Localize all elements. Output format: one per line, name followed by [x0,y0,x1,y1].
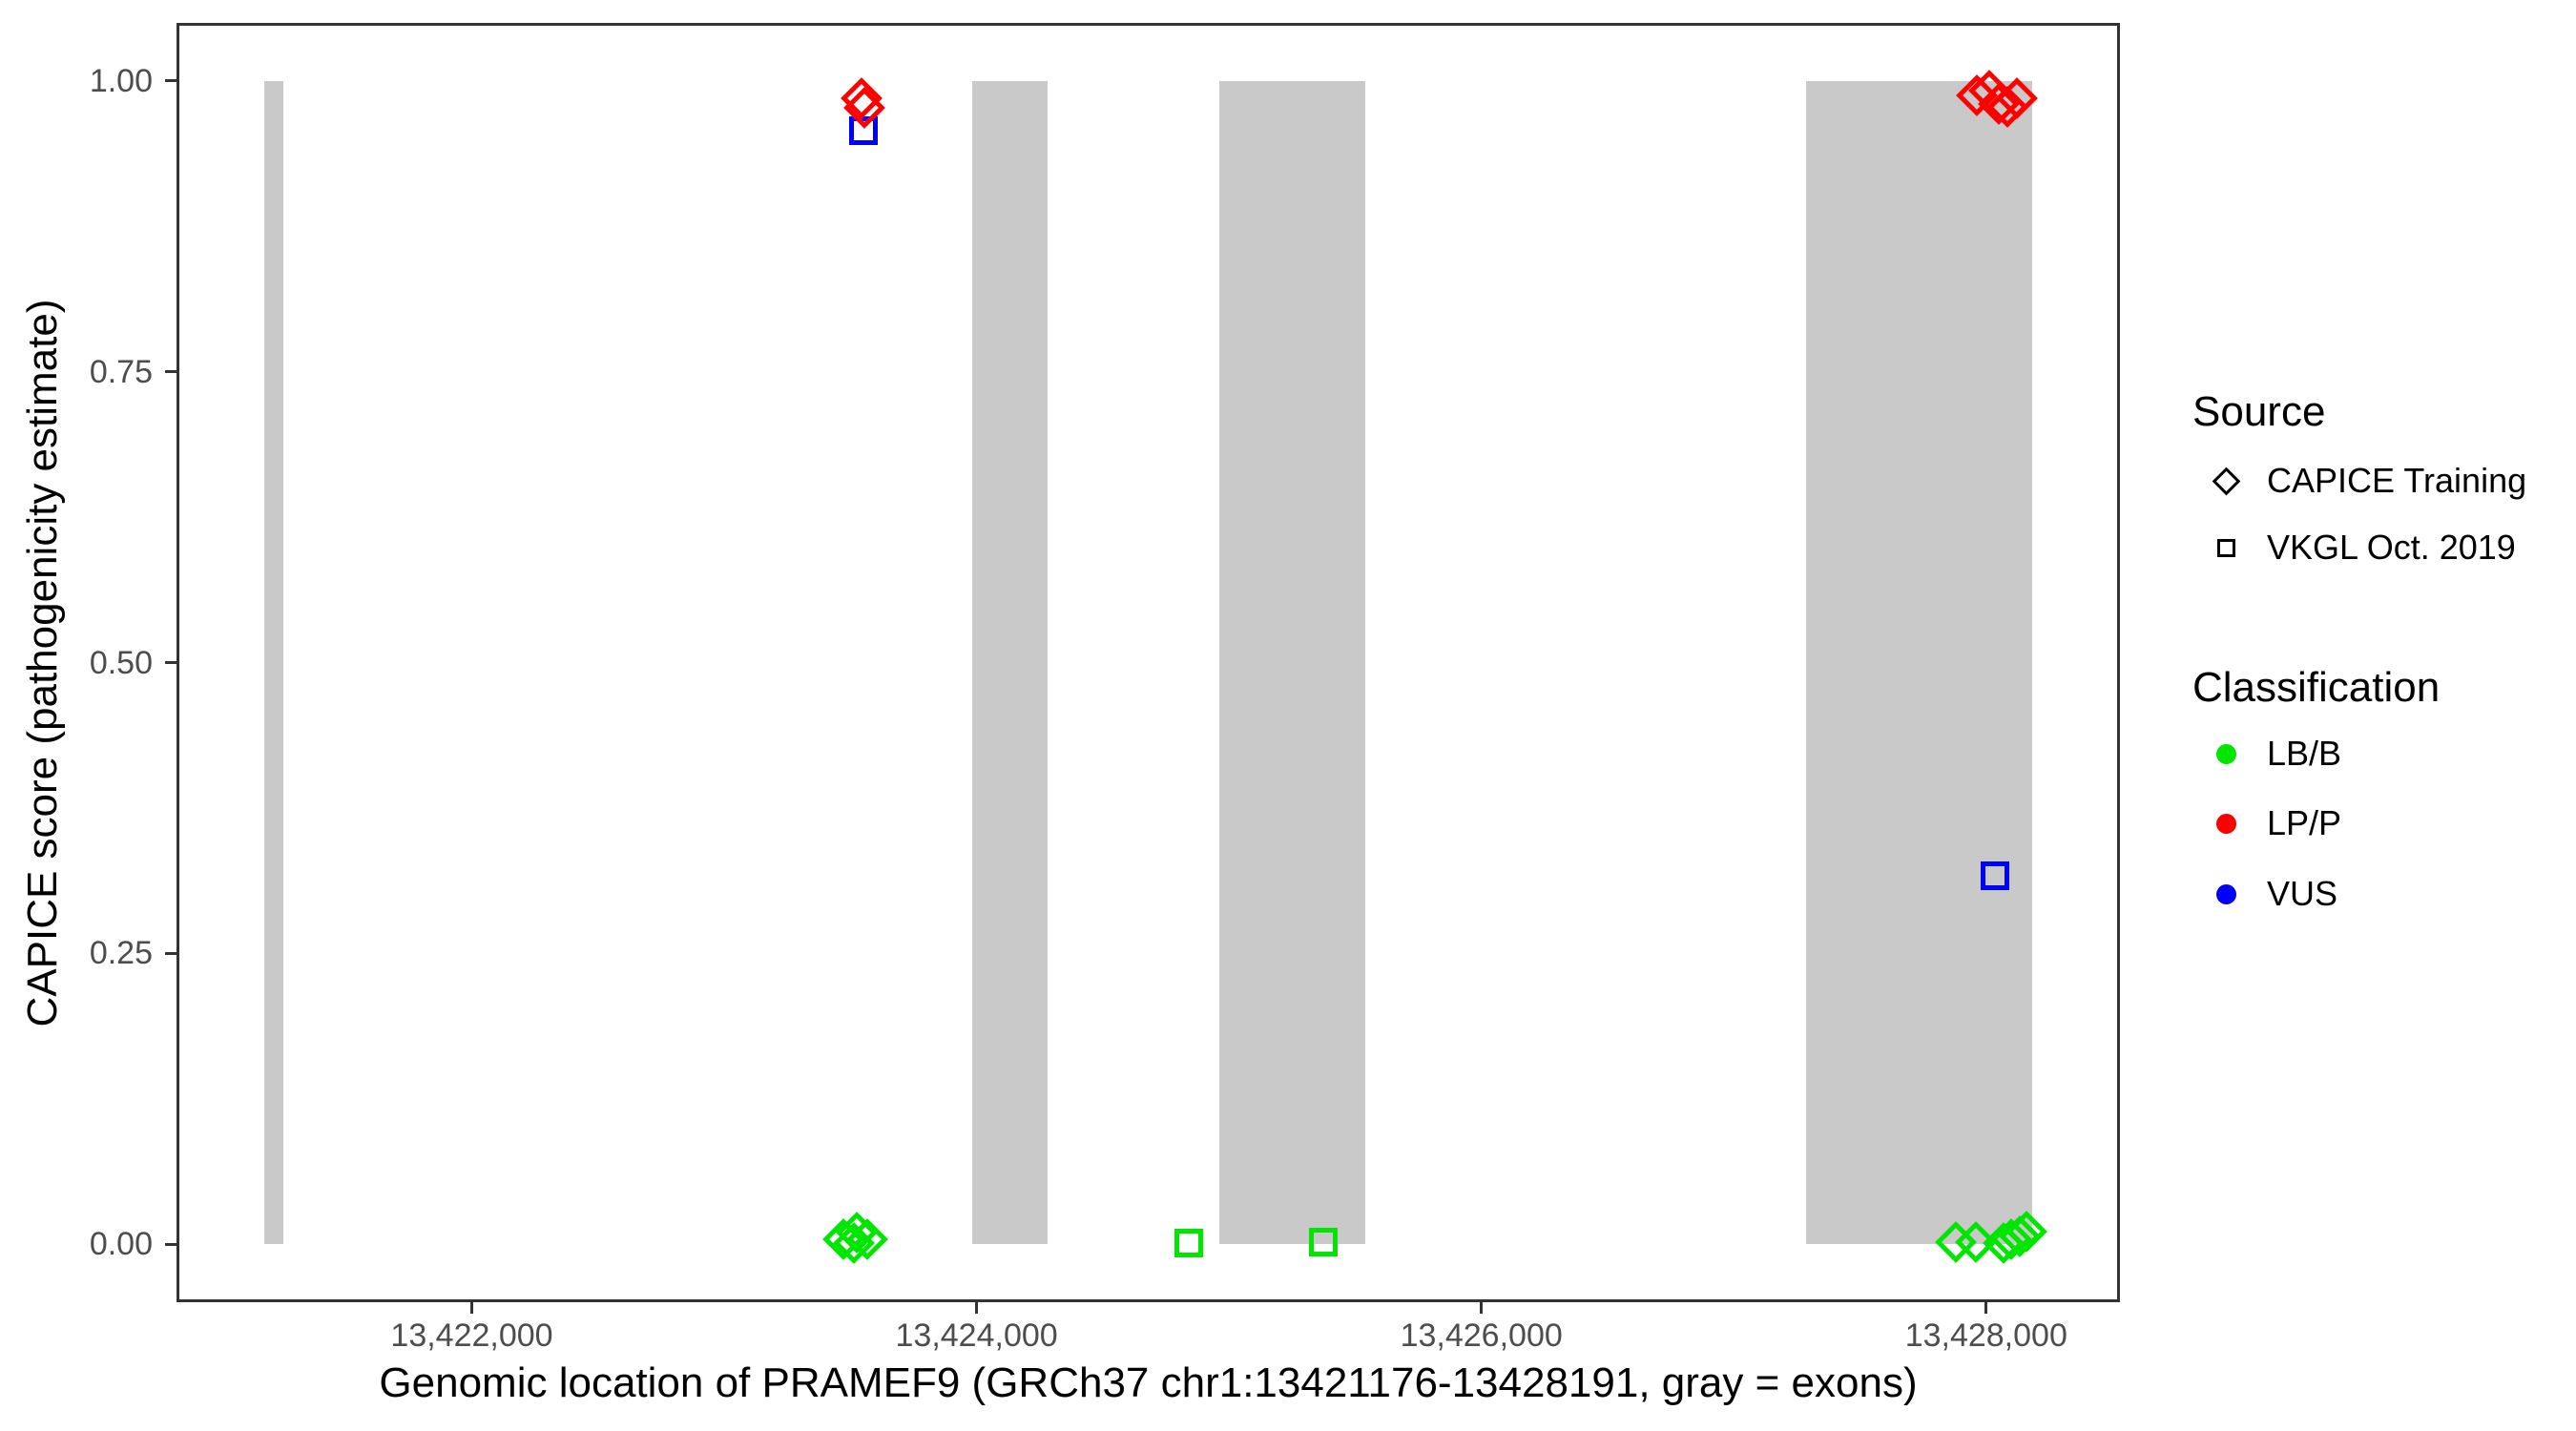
diamond-glyph [2212,467,2240,495]
x-tick [1480,1302,1484,1314]
y-tick-label: 0.00 [89,1226,153,1263]
dot-icon [2206,883,2246,904]
data-point-square [1309,1227,1339,1256]
dot-icon [2206,743,2246,764]
x-tick-label: 13,428,000 [1904,1317,2067,1354]
exon-bar [971,80,1049,1245]
dot-glyph [2215,743,2236,764]
legend-item-vus: VUS [2206,870,2337,918]
dot-glyph [2215,813,2236,834]
legend-classification-title: Classification [2192,664,2441,711]
y-tick-label: 0.50 [89,644,153,681]
legend-item-lb-b: LB/B [2206,730,2341,778]
y-tick-label: 1.00 [89,62,153,99]
legend-item-label: VKGL Oct. 2019 [2267,528,2516,567]
x-tick [470,1302,474,1314]
y-tick-label: 0.25 [89,935,153,972]
y-tick [165,951,177,955]
y-tick [165,370,177,374]
y-tick [165,1242,177,1246]
data-point-square [1980,861,2009,890]
x-tick-label: 13,422,000 [390,1317,553,1354]
legend-item-label: LB/B [2267,734,2342,773]
data-point-square [849,116,879,146]
legend-source-title: Source [2192,388,2326,435]
x-tick [1984,1302,1988,1314]
x-tick-label: 13,424,000 [895,1317,1058,1354]
x-tick-label: 13,426,000 [1400,1317,1563,1354]
y-tick [165,661,177,664]
exon-bar [1806,80,2032,1245]
x-axis-title: Genomic location of PRAMEF9 (GRCh37 chr1… [379,1359,1918,1406]
dot-glyph [2215,883,2236,904]
legend-item-label: CAPICE Training [2267,461,2527,500]
legend-item-label: VUS [2267,874,2338,913]
square-glyph [2216,538,2235,557]
exon-bar [1219,80,1365,1245]
legend-item-capice-training: CAPICE Training [2206,457,2526,505]
diamond-icon [2206,467,2246,495]
dot-icon [2206,813,2246,834]
y-tick [165,79,177,83]
square-icon [2206,538,2246,557]
y-tick-label: 0.75 [89,353,153,390]
legend-item-label: LP/P [2267,803,2342,842]
exon-bar [263,80,283,1245]
data-point-square [1174,1228,1204,1257]
legend-item-vkgl: VKGL Oct. 2019 [2206,524,2516,571]
x-tick [975,1302,979,1314]
legend-item-lp-p: LP/P [2206,799,2341,847]
